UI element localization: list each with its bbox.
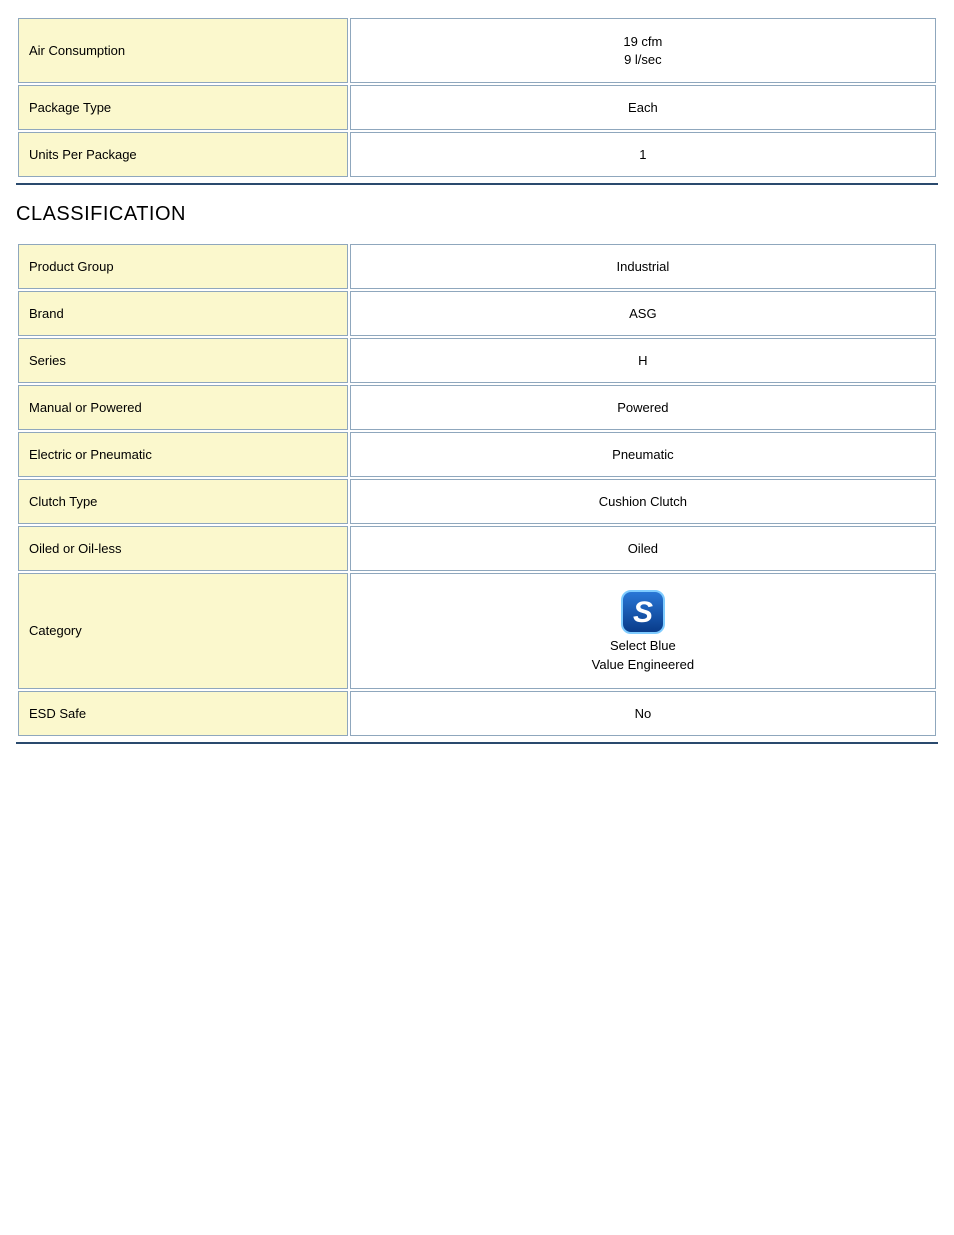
spec-value: Powered	[350, 385, 936, 430]
table-row: Product Group Industrial	[18, 244, 936, 289]
table-row: Air Consumption 19 cfm9 l/sec	[18, 18, 936, 83]
spec-value-category: S Select Blue Value Engineered	[350, 573, 936, 689]
spec-label: Manual or Powered	[18, 385, 348, 430]
spec-value: ASG	[350, 291, 936, 336]
top-spec-table: Air Consumption 19 cfm9 l/sec Package Ty…	[16, 16, 938, 179]
table-row: Clutch Type Cushion Clutch	[18, 479, 936, 524]
spec-value: 19 cfm9 l/sec	[350, 18, 936, 83]
spec-label: Category	[18, 573, 348, 689]
spec-value: Oiled	[350, 526, 936, 571]
spec-value-line1: 19 cfm9 l/sec	[623, 34, 662, 67]
classification-table: Product Group Industrial Brand ASG Serie…	[16, 242, 938, 738]
spec-label: Brand	[18, 291, 348, 336]
spec-value: Each	[350, 85, 936, 130]
spec-label: Units Per Package	[18, 132, 348, 177]
table-row: Category S Select Blue Value Engineered	[18, 573, 936, 689]
spec-label: Clutch Type	[18, 479, 348, 524]
table-row: Oiled or Oil-less Oiled	[18, 526, 936, 571]
section-divider	[16, 183, 938, 185]
spec-label: Electric or Pneumatic	[18, 432, 348, 477]
table-row: ESD Safe No	[18, 691, 936, 736]
select-blue-badge-icon: S	[619, 588, 667, 636]
badge-caption-line1: Select Blue	[361, 638, 925, 655]
spec-value: Cushion Clutch	[350, 479, 936, 524]
classification-heading: CLASSIFICATION	[16, 203, 938, 226]
spec-value: Industrial	[350, 244, 936, 289]
spec-value: H	[350, 338, 936, 383]
spec-value: Pneumatic	[350, 432, 936, 477]
spec-value: 1	[350, 132, 936, 177]
section-divider	[16, 742, 938, 744]
badge-caption-line2: Value Engineered	[361, 657, 925, 674]
table-row: Brand ASG	[18, 291, 936, 336]
spec-label: ESD Safe	[18, 691, 348, 736]
spec-label: Series	[18, 338, 348, 383]
table-row: Electric or Pneumatic Pneumatic	[18, 432, 936, 477]
spec-value: No	[350, 691, 936, 736]
table-row: Manual or Powered Powered	[18, 385, 936, 430]
table-row: Units Per Package 1	[18, 132, 936, 177]
table-row: Series H	[18, 338, 936, 383]
spec-label: Product Group	[18, 244, 348, 289]
spec-label: Oiled or Oil-less	[18, 526, 348, 571]
spec-label: Air Consumption	[18, 18, 348, 83]
spec-label: Package Type	[18, 85, 348, 130]
badge-letter: S	[633, 596, 653, 629]
table-row: Package Type Each	[18, 85, 936, 130]
